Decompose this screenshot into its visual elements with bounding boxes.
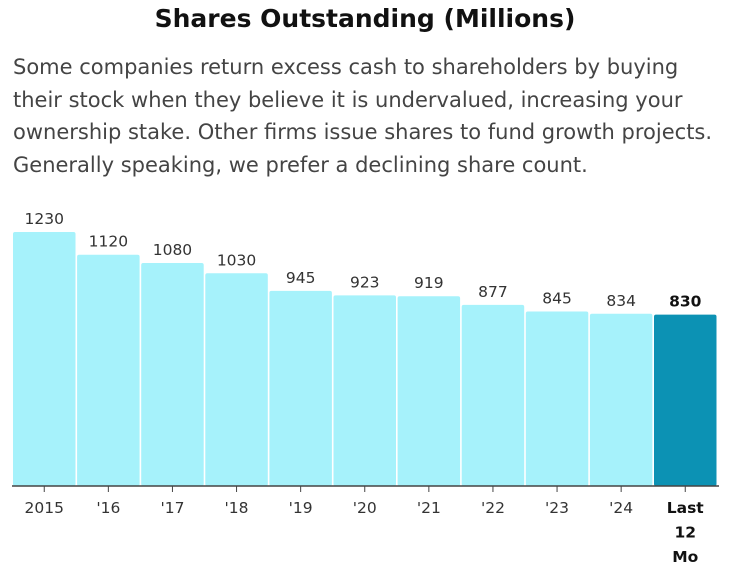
x-tick-label: '24 <box>609 499 633 517</box>
x-tick-label: Last 12 Mo <box>667 499 705 566</box>
x-tick-label-line: '17 <box>160 499 184 517</box>
chart-description: Some companies return excess cash to sha… <box>13 55 713 177</box>
x-tick-label: '21 <box>417 499 441 517</box>
x-tick-label-line: Mo <box>672 548 698 566</box>
bar-value-label: 945 <box>286 269 316 287</box>
bar-value-label: 830 <box>669 293 702 311</box>
bar <box>13 232 76 486</box>
bar-value-label: 845 <box>542 290 572 308</box>
x-tick-label-line: '22 <box>481 499 505 517</box>
x-tick-label: '22 <box>481 499 505 517</box>
bar-value-label: 877 <box>478 283 508 301</box>
bar-value-label: 919 <box>414 274 444 292</box>
x-tick-label: 2015 <box>25 499 64 517</box>
bar <box>269 290 332 486</box>
bar <box>589 313 653 486</box>
chart-title: Shares Outstanding (Millions) <box>154 4 576 33</box>
value-labels-group: 1230 1120 1080 1030 945 923 919 877 845 834 830 <box>25 210 702 311</box>
x-tick-labels-group: 2015 '16 '17 '18 '19 '20 '21 '22 '23 '24 Last 12 Mo <box>25 499 705 566</box>
x-tick-label-line: '20 <box>353 499 377 517</box>
x-tick-label-line: '24 <box>609 499 633 517</box>
bar <box>205 273 268 486</box>
x-ticks-group <box>43 486 686 492</box>
x-tick-label-line: '23 <box>545 499 569 517</box>
x-tick-label-line: 12 <box>674 524 696 542</box>
bar-value-label: 1230 <box>25 210 64 228</box>
bar <box>397 296 461 486</box>
x-tick-label-line: '16 <box>96 499 120 517</box>
bar-value-label: 1080 <box>153 241 192 259</box>
x-tick-label: '19 <box>289 499 313 517</box>
bar <box>77 254 140 486</box>
bar <box>333 295 396 486</box>
bars-group <box>13 232 717 486</box>
bar-value-label: 1030 <box>217 251 256 269</box>
x-tick-label: '20 <box>353 499 377 517</box>
x-tick-label-line: '19 <box>289 499 313 517</box>
x-tick-label: '16 <box>96 499 120 517</box>
x-tick-label-line: '18 <box>225 499 249 517</box>
bar-highlight <box>654 314 717 486</box>
bar-value-label: 923 <box>350 273 380 291</box>
x-tick-label: '23 <box>545 499 569 517</box>
bar <box>525 311 589 486</box>
x-tick-label-line: '21 <box>417 499 441 517</box>
bar <box>141 262 204 486</box>
x-tick-label-line: Last <box>667 499 705 517</box>
x-tick-label-line: 2015 <box>25 499 64 517</box>
x-tick-label: '17 <box>160 499 184 517</box>
bar-value-label: 834 <box>606 292 636 310</box>
bar <box>461 304 525 486</box>
bar-value-label: 1120 <box>89 233 128 251</box>
x-tick-label: '18 <box>225 499 249 517</box>
